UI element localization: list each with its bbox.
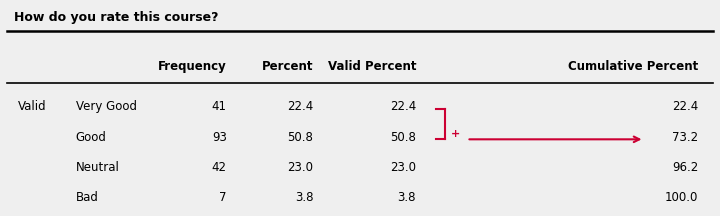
Text: 50.8: 50.8 <box>287 131 313 144</box>
Text: +: + <box>451 129 460 139</box>
Text: 23.0: 23.0 <box>287 161 313 174</box>
Text: 22.4: 22.4 <box>672 100 698 113</box>
Text: 93: 93 <box>212 131 227 144</box>
Text: Neutral: Neutral <box>76 161 120 174</box>
Text: 50.8: 50.8 <box>390 131 416 144</box>
Text: 7: 7 <box>220 191 227 204</box>
Text: 41: 41 <box>212 100 227 113</box>
Text: 3.8: 3.8 <box>294 191 313 204</box>
Text: Valid: Valid <box>18 100 47 113</box>
Text: How do you rate this course?: How do you rate this course? <box>14 11 219 24</box>
Text: 22.4: 22.4 <box>287 100 313 113</box>
Text: Valid Percent: Valid Percent <box>328 60 416 73</box>
Text: Good: Good <box>76 131 107 144</box>
Text: Frequency: Frequency <box>158 60 227 73</box>
Text: 22.4: 22.4 <box>390 100 416 113</box>
Text: Percent: Percent <box>261 60 313 73</box>
Text: 3.8: 3.8 <box>397 191 416 204</box>
Text: 23.0: 23.0 <box>390 161 416 174</box>
Text: 100.0: 100.0 <box>665 191 698 204</box>
Text: Cumulative Percent: Cumulative Percent <box>568 60 698 73</box>
Text: 73.2: 73.2 <box>672 131 698 144</box>
Text: 96.2: 96.2 <box>672 161 698 174</box>
Text: Very Good: Very Good <box>76 100 137 113</box>
Text: 42: 42 <box>212 161 227 174</box>
Text: Bad: Bad <box>76 191 99 204</box>
